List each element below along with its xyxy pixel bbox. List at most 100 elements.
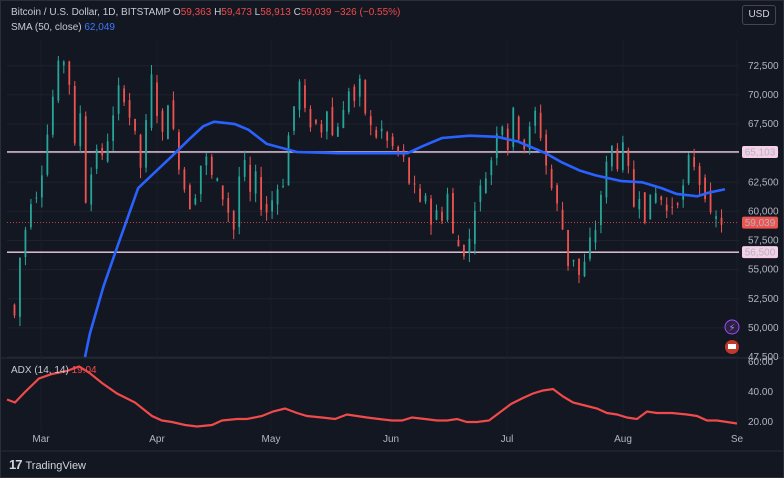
candle-body[interactable] [600,194,602,226]
candle-body[interactable] [73,86,76,144]
candle-body[interactable] [561,209,564,230]
candle-body[interactable] [90,174,93,205]
candle-body[interactable] [638,199,641,210]
candle-body[interactable] [490,160,493,176]
event-icon[interactable] [724,319,740,335]
candle-body[interactable] [654,193,657,203]
candle-body[interactable] [720,217,723,225]
candle-body[interactable] [687,154,690,184]
candle-body[interactable] [534,110,537,126]
candle-body[interactable] [265,203,268,213]
candle-body[interactable] [627,150,630,166]
candle-body[interactable] [643,192,646,223]
candle-body[interactable] [682,185,685,200]
candle-body[interactable] [430,198,432,225]
candle-body[interactable] [408,157,411,184]
candle-body[interactable] [134,118,136,131]
candle-body[interactable] [649,194,652,220]
candle-body[interactable] [221,185,224,200]
candle-body[interactable] [550,168,553,189]
candle-body[interactable] [188,185,191,210]
candle-body[interactable] [79,113,82,147]
candle-body[interactable] [512,107,515,148]
candle-body[interactable] [473,210,476,245]
candle-body[interactable] [572,259,575,262]
candle-body[interactable] [106,141,109,162]
candle-body[interactable] [424,195,427,202]
candle-body[interactable] [545,134,548,166]
candle-body[interactable] [271,200,273,212]
candle-body[interactable] [62,61,65,66]
candle-body[interactable] [528,126,531,150]
candle-body[interactable] [413,183,416,185]
candle-body[interactable] [660,196,663,201]
candle-body[interactable] [30,204,32,228]
candle-body[interactable] [243,159,246,177]
candle-body[interactable] [282,185,284,187]
candle-body[interactable] [353,86,356,101]
candle-body[interactable] [112,115,115,142]
candle-body[interactable] [676,203,679,205]
candle-body[interactable] [468,238,471,253]
candle-body[interactable] [517,116,520,140]
candle-body[interactable] [260,177,263,211]
candle-body[interactable] [287,135,290,186]
candle-body[interactable] [216,178,219,181]
candle-body[interactable] [419,188,421,202]
candle-body[interactable] [320,124,323,133]
candle-body[interactable] [715,216,717,219]
candle-body[interactable] [386,132,389,141]
candle-body[interactable] [101,147,104,156]
sma-line[interactable] [83,120,726,358]
candle-body[interactable] [347,91,350,112]
candle-body[interactable] [128,100,131,118]
candle-body[interactable] [227,198,230,213]
candle-body[interactable] [369,116,372,126]
candle-body[interactable] [441,211,443,221]
candle-body[interactable] [605,161,608,198]
candle-body[interactable] [276,189,279,205]
candle-body[interactable] [309,108,312,128]
candle-body[interactable] [325,111,328,132]
candle-body[interactable] [13,304,16,316]
candle-body[interactable] [463,245,465,257]
candle-body[interactable] [632,169,635,207]
candle-body[interactable] [331,107,334,136]
candle-body[interactable] [249,164,252,192]
candle-body[interactable] [556,185,558,204]
candle-body[interactable] [583,261,586,277]
candle-body[interactable] [172,100,175,129]
candle-body[interactable] [621,142,624,171]
candle-body[interactable] [704,177,706,200]
tradingview-brand[interactable]: 17 TradingView [9,457,86,472]
candle-body[interactable] [51,96,54,135]
candle-body[interactable] [95,149,98,169]
candle-body[interactable] [40,175,43,198]
candle-body[interactable] [495,133,498,158]
candle-body[interactable] [199,165,202,195]
candle-body[interactable] [139,134,142,168]
candle-body[interactable] [336,126,339,137]
candle-body[interactable] [293,106,295,131]
candle-body[interactable] [205,156,208,166]
candle-body[interactable] [665,204,668,211]
candle-body[interactable] [145,120,147,168]
candle-body[interactable] [304,85,306,109]
candle-body[interactable] [150,74,153,128]
currency-button[interactable]: USD [742,5,776,25]
candle-body[interactable] [254,171,257,194]
candle-body[interactable] [501,126,504,135]
candle-body[interactable] [117,85,120,114]
candle-body[interactable] [380,128,383,132]
candle-body[interactable] [435,210,438,220]
candle-body[interactable] [479,185,482,202]
candle-body[interactable] [358,78,361,97]
candle-body[interactable] [68,61,71,85]
candle-body[interactable] [693,157,696,167]
candle-body[interactable] [446,193,449,220]
candle-body[interactable] [161,110,164,132]
adx-line[interactable] [6,365,738,428]
candle-body[interactable] [35,197,38,199]
candle-body[interactable] [342,109,345,128]
